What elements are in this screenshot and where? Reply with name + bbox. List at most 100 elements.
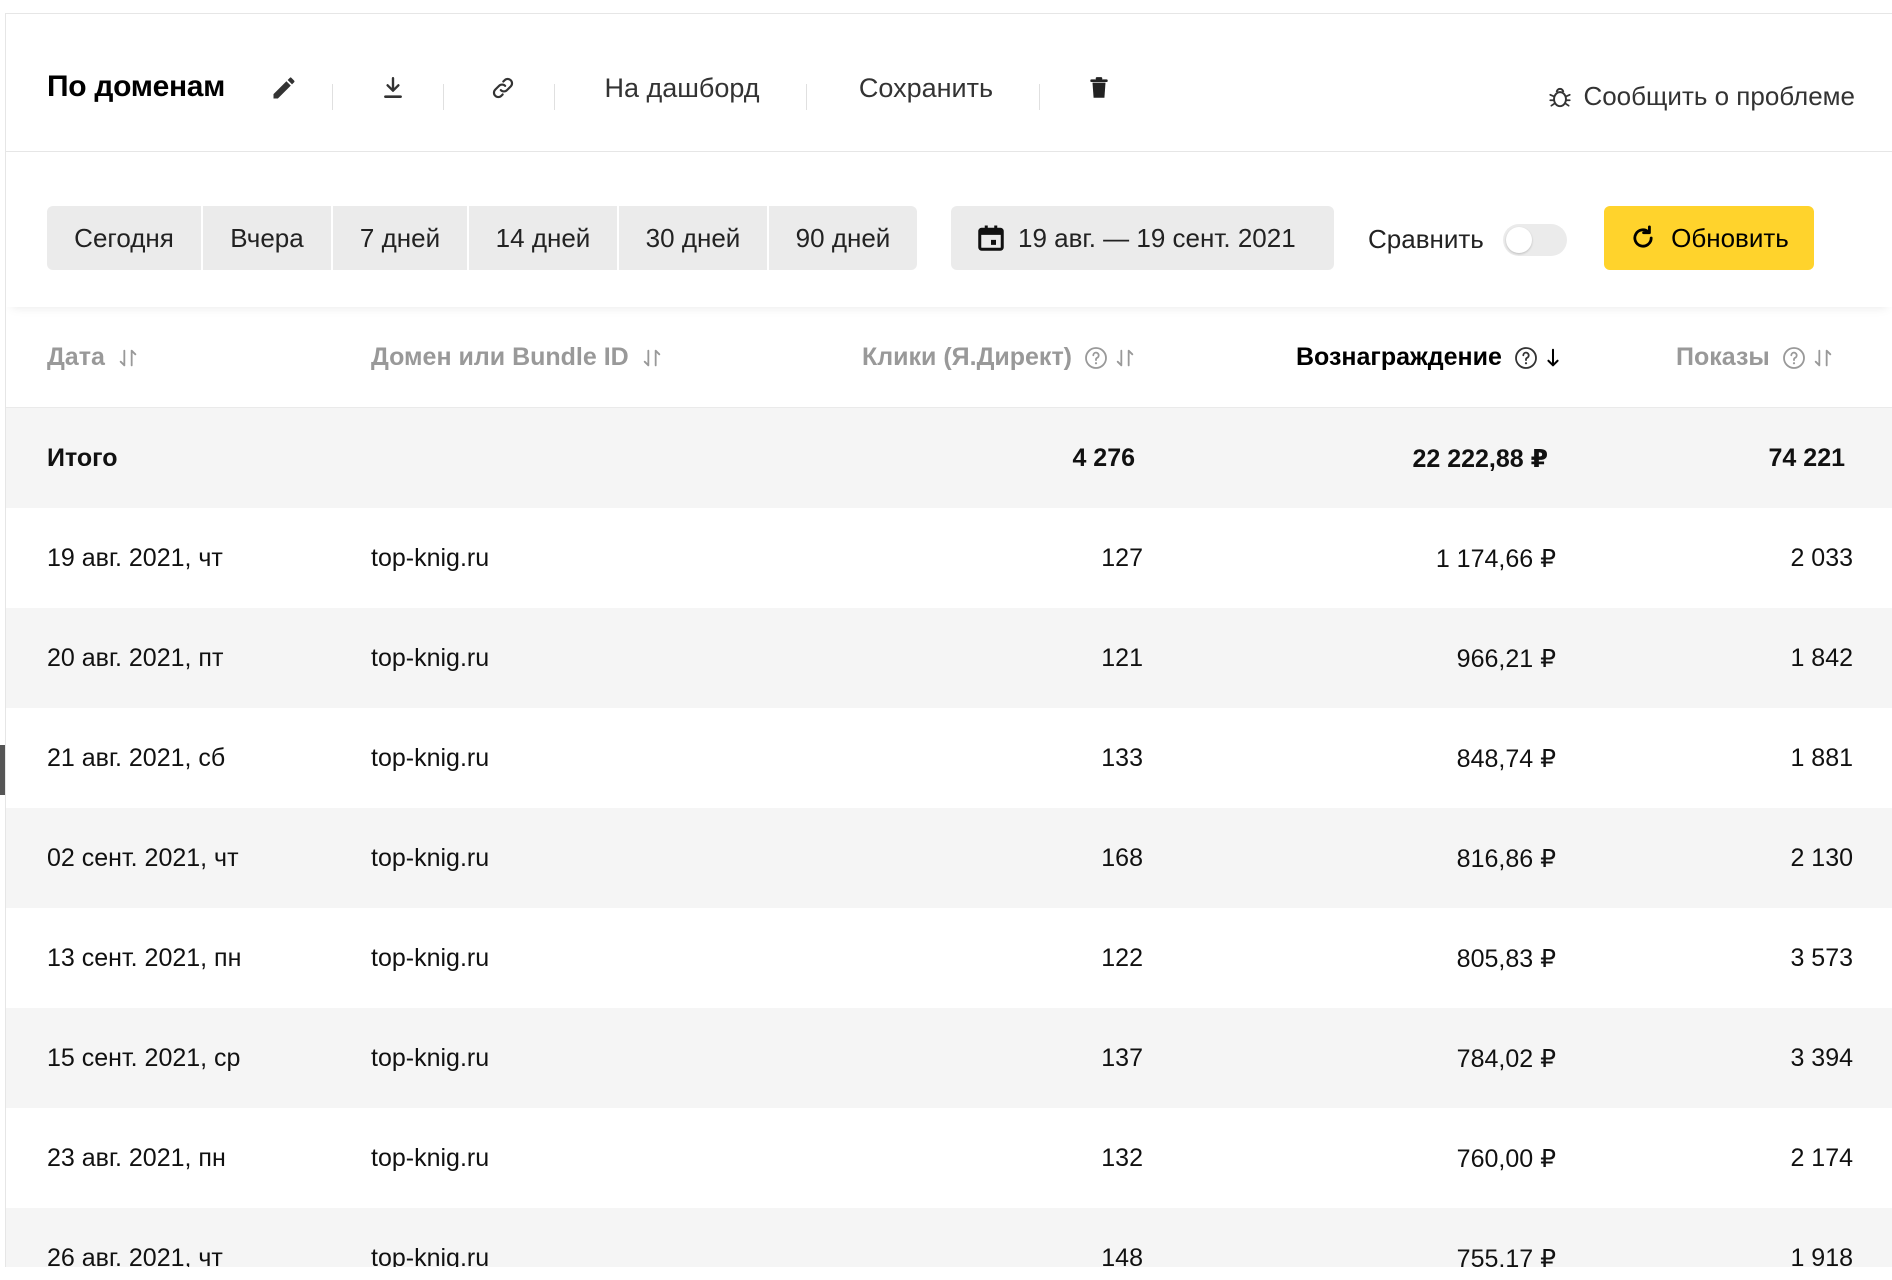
cell-domain: top-knig.ru bbox=[371, 644, 490, 672]
table-row: 19 авг. 2021, чт top-knig.ru 127 1 174,66 ₽… bbox=[6, 508, 1892, 608]
toolbar-divider bbox=[332, 84, 333, 110]
total-row: Итого 4 276 22 222,88 ₽ 74 221 bbox=[6, 408, 1892, 508]
period-7-days[interactable]: 7 дней bbox=[333, 206, 469, 270]
column-header-impressions[interactable]: Показы bbox=[1676, 343, 1834, 372]
bug-icon bbox=[1549, 87, 1572, 107]
toolbar-divider bbox=[443, 84, 444, 110]
column-header-clicks[interactable]: Клики (Я.Директ) bbox=[862, 343, 1136, 372]
copy-link-button[interactable] bbox=[480, 60, 526, 116]
table-header: Дата Домен или Bundle ID Клики (Я.Директ… bbox=[6, 307, 1892, 408]
cell-impressions: 1 881 bbox=[1790, 744, 1853, 772]
help-icon[interactable] bbox=[1084, 346, 1108, 370]
cell-impressions: 2 174 bbox=[1790, 1144, 1853, 1172]
help-icon[interactable] bbox=[1782, 346, 1806, 370]
column-header-impressions-label: Показы bbox=[1676, 343, 1770, 371]
left-edge-marker bbox=[0, 745, 5, 795]
cell-reward: 816,86 ₽ bbox=[1456, 845, 1556, 873]
cell-clicks: 168 bbox=[1101, 844, 1143, 872]
compare-toggle-knob bbox=[1506, 227, 1532, 253]
period-today[interactable]: Сегодня bbox=[47, 206, 203, 270]
compare-label: Сравнить bbox=[1368, 224, 1484, 254]
cell-domain: top-knig.ru bbox=[371, 544, 490, 572]
table-row: 02 сент. 2021, чт top-knig.ru 168 816,86 ₽ 2… bbox=[6, 808, 1892, 908]
table-row: 15 сент. 2021, ср top-knig.ru 137 784,02 ₽ 3… bbox=[6, 1008, 1892, 1108]
cell-date: 21 авг. 2021, сб bbox=[47, 744, 226, 772]
period-14-days[interactable]: 14 дней bbox=[469, 206, 619, 270]
column-header-clicks-label: Клики (Я.Директ) bbox=[862, 343, 1073, 371]
column-header-date[interactable]: Дата bbox=[47, 343, 139, 372]
stats-table: Дата Домен или Bundle ID Клики (Я.Директ… bbox=[6, 307, 1892, 1267]
total-reward: 22 222,88 ₽ bbox=[1412, 445, 1548, 473]
link-icon bbox=[492, 77, 514, 99]
cell-domain: top-knig.ru bbox=[371, 1044, 490, 1072]
date-range-picker[interactable]: 19 авг. — 19 сент. 2021 bbox=[951, 206, 1334, 270]
table-row: 26 авг. 2021, чт top-knig.ru 148 755,17 ₽ 1 … bbox=[6, 1208, 1892, 1267]
cell-domain: top-knig.ru bbox=[371, 844, 490, 872]
column-header-reward[interactable]: Вознаграждение bbox=[1296, 343, 1562, 372]
filters-bar: Сегодня Вчера 7 дней 14 дней 30 дней 90 … bbox=[6, 152, 1892, 307]
sort-icon bbox=[119, 349, 137, 366]
cell-domain: top-knig.ru bbox=[371, 1144, 490, 1172]
cell-date: 15 сент. 2021, ср bbox=[47, 1044, 241, 1072]
toolbar-divider bbox=[1039, 84, 1040, 110]
cell-reward: 966,21 ₽ bbox=[1456, 645, 1556, 673]
cell-impressions: 2 130 bbox=[1790, 844, 1853, 872]
to-dashboard-button[interactable]: На дашборд bbox=[604, 72, 760, 103]
cell-clicks: 132 bbox=[1101, 1144, 1143, 1172]
sort-icon bbox=[643, 349, 660, 366]
report-toolbar: По доменам На дашборд Сохранить bbox=[6, 14, 1892, 152]
report-title: По доменам bbox=[47, 70, 226, 103]
trash-icon bbox=[1090, 77, 1108, 98]
help-icon[interactable] bbox=[1514, 346, 1538, 370]
cell-clicks: 127 bbox=[1101, 544, 1143, 572]
cell-date: 20 авг. 2021, пт bbox=[47, 644, 224, 672]
cell-clicks: 148 bbox=[1101, 1244, 1143, 1267]
period-selector: Сегодня Вчера 7 дней 14 дней 30 дней 90 … bbox=[47, 206, 917, 270]
cell-impressions: 1 918 bbox=[1790, 1244, 1853, 1267]
refresh-button[interactable]: Обновить bbox=[1604, 206, 1814, 270]
cell-reward: 760,00 ₽ bbox=[1456, 1145, 1556, 1173]
total-impressions: 74 221 bbox=[1768, 444, 1845, 472]
sort-icon bbox=[1814, 349, 1831, 366]
report-panel: По доменам На дашборд Сохранить bbox=[5, 13, 1892, 1267]
total-label: Итого bbox=[47, 444, 118, 472]
cell-date: 23 авг. 2021, пн bbox=[47, 1144, 226, 1172]
cell-domain: top-knig.ru bbox=[371, 1244, 490, 1267]
cell-clicks: 122 bbox=[1101, 944, 1143, 972]
cell-date: 26 авг. 2021, чт bbox=[47, 1244, 223, 1267]
save-button[interactable]: Сохранить bbox=[858, 72, 994, 103]
column-header-domain-label: Домен или Bundle ID bbox=[371, 343, 629, 371]
report-problem-link[interactable]: Сообщить о проблеме bbox=[1547, 81, 1855, 112]
calendar-icon bbox=[978, 225, 1004, 251]
total-clicks: 4 276 bbox=[1072, 444, 1135, 472]
cell-date: 19 авг. 2021, чт bbox=[47, 544, 223, 572]
cell-domain: top-knig.ru bbox=[371, 944, 490, 972]
compare-toggle[interactable] bbox=[1503, 224, 1567, 256]
cell-clicks: 133 bbox=[1101, 744, 1143, 772]
period-30-days[interactable]: 30 дней bbox=[619, 206, 769, 270]
table-row: 21 авг. 2021, сб top-knig.ru 133 848,74 ₽ 1 … bbox=[6, 708, 1892, 808]
cell-date: 02 сент. 2021, чт bbox=[47, 844, 239, 872]
table-row: 20 авг. 2021, пт top-knig.ru 121 966,21 ₽ 1 … bbox=[6, 608, 1892, 708]
sort-desc-icon bbox=[1547, 348, 1559, 366]
delete-button[interactable] bbox=[1076, 60, 1122, 116]
cell-clicks: 121 bbox=[1101, 644, 1143, 672]
cell-reward: 805,83 ₽ bbox=[1456, 945, 1556, 973]
period-yesterday[interactable]: Вчера bbox=[203, 206, 333, 270]
date-range-label: 19 авг. — 19 сент. 2021 bbox=[1018, 222, 1296, 253]
toolbar-divider bbox=[554, 84, 555, 110]
download-icon bbox=[384, 77, 402, 98]
refresh-icon bbox=[1633, 225, 1653, 248]
report-problem-label: Сообщить о проблеме bbox=[1583, 81, 1855, 111]
column-header-domain[interactable]: Домен или Bundle ID bbox=[371, 343, 663, 372]
cell-impressions: 3 573 bbox=[1790, 944, 1853, 972]
column-header-reward-label: Вознаграждение bbox=[1296, 343, 1502, 371]
cell-impressions: 3 394 bbox=[1790, 1044, 1853, 1072]
edit-title-button[interactable] bbox=[261, 60, 307, 116]
toolbar-divider bbox=[806, 84, 807, 110]
period-90-days[interactable]: 90 дней bbox=[769, 206, 917, 270]
cell-reward: 848,74 ₽ bbox=[1456, 745, 1556, 773]
download-button[interactable] bbox=[370, 60, 416, 116]
table-row: 13 сент. 2021, пн top-knig.ru 122 805,83 ₽ 3… bbox=[6, 908, 1892, 1008]
cell-clicks: 137 bbox=[1101, 1044, 1143, 1072]
